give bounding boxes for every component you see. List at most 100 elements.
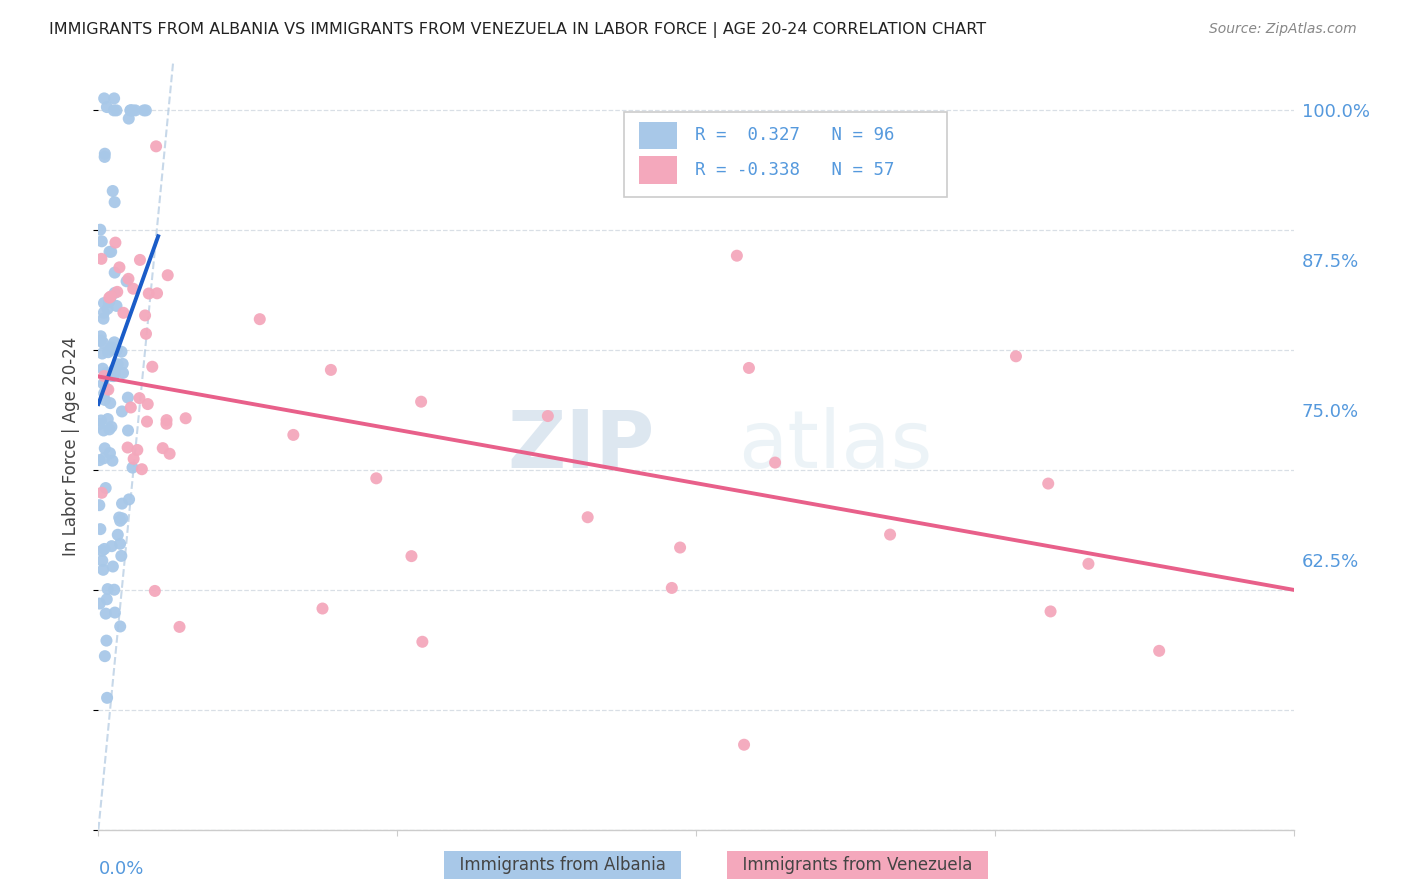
- Point: [103, 335, 125, 350]
- Point: [94, 146, 117, 161]
- Point: [108, 619, 131, 633]
- Point: [91, 563, 114, 577]
- Point: [96, 592, 118, 607]
- Point: [135, 103, 157, 118]
- Point: [311, 601, 333, 615]
- Point: [121, 460, 143, 475]
- Point: [411, 394, 433, 409]
- Point: [120, 103, 142, 118]
- Point: [98, 446, 121, 460]
- Point: [110, 344, 132, 359]
- Point: [90, 252, 112, 266]
- Point: [98, 295, 121, 310]
- Point: [127, 442, 149, 457]
- Point: [93, 91, 115, 105]
- FancyBboxPatch shape: [624, 112, 948, 196]
- Point: [98, 244, 121, 259]
- Point: [91, 544, 114, 558]
- Point: [96, 301, 118, 316]
- Point: [103, 369, 125, 384]
- Point: [93, 541, 115, 556]
- Point: [105, 285, 128, 299]
- Point: [111, 366, 134, 380]
- Point: [89, 498, 111, 512]
- Point: [738, 361, 761, 376]
- Point: [283, 428, 305, 442]
- Point: [111, 357, 134, 371]
- Point: [132, 103, 155, 118]
- Text: Source: ZipAtlas.com: Source: ZipAtlas.com: [1209, 22, 1357, 37]
- Point: [89, 223, 111, 237]
- Text: Immigrants from Albania: Immigrants from Albania: [449, 856, 676, 874]
- Point: [1147, 644, 1170, 658]
- Point: [111, 511, 134, 525]
- Point: [105, 103, 128, 118]
- Point: [146, 286, 169, 301]
- Point: [91, 554, 114, 568]
- Point: [319, 363, 342, 377]
- Point: [98, 422, 121, 436]
- Point: [141, 359, 163, 374]
- Point: [1077, 557, 1099, 571]
- Point: [97, 383, 120, 397]
- Point: [100, 368, 122, 383]
- Point: [93, 150, 115, 164]
- Point: [117, 272, 139, 286]
- FancyBboxPatch shape: [638, 121, 676, 149]
- Point: [145, 139, 167, 153]
- Point: [1039, 604, 1062, 618]
- Point: [120, 103, 142, 118]
- Point: [97, 412, 120, 426]
- Text: atlas: atlas: [738, 407, 932, 485]
- Point: [103, 367, 125, 381]
- Point: [98, 292, 121, 306]
- Point: [108, 260, 131, 275]
- Text: Immigrants from Venezuela: Immigrants from Venezuela: [733, 856, 983, 874]
- Text: IMMIGRANTS FROM ALBANIA VS IMMIGRANTS FROM VENEZUELA IN LABOR FORCE | AGE 20-24 : IMMIGRANTS FROM ALBANIA VS IMMIGRANTS FR…: [49, 22, 987, 38]
- Point: [103, 582, 125, 597]
- Point: [100, 420, 122, 434]
- Point: [135, 326, 157, 341]
- Point: [101, 453, 124, 467]
- Point: [101, 559, 124, 574]
- Point: [100, 244, 122, 259]
- Point: [98, 396, 121, 410]
- Point: [89, 522, 111, 536]
- Point: [101, 184, 124, 198]
- Point: [174, 411, 197, 425]
- Point: [93, 451, 115, 466]
- Point: [118, 492, 141, 507]
- Point: [115, 274, 138, 288]
- Point: [122, 451, 145, 466]
- Point: [136, 397, 159, 411]
- Point: [411, 634, 433, 648]
- Point: [131, 462, 153, 476]
- Point: [91, 346, 114, 360]
- Point: [103, 91, 125, 105]
- Point: [1038, 476, 1060, 491]
- Point: [117, 424, 139, 438]
- Point: [111, 497, 134, 511]
- Point: [96, 366, 118, 380]
- Point: [366, 471, 388, 485]
- Point: [93, 296, 115, 310]
- Point: [104, 266, 127, 280]
- Point: [98, 343, 121, 357]
- Point: [152, 441, 174, 455]
- Point: [763, 456, 786, 470]
- Point: [93, 386, 115, 401]
- Text: ZIP: ZIP: [508, 407, 654, 485]
- Point: [90, 485, 112, 500]
- Point: [104, 606, 127, 620]
- Point: [90, 235, 112, 249]
- Point: [121, 103, 143, 118]
- Point: [138, 286, 160, 301]
- Point: [110, 549, 132, 563]
- Point: [124, 103, 146, 118]
- Point: [129, 252, 152, 267]
- Point: [93, 376, 115, 391]
- Point: [733, 738, 755, 752]
- Point: [93, 305, 115, 319]
- Point: [96, 382, 118, 396]
- Point: [89, 453, 111, 467]
